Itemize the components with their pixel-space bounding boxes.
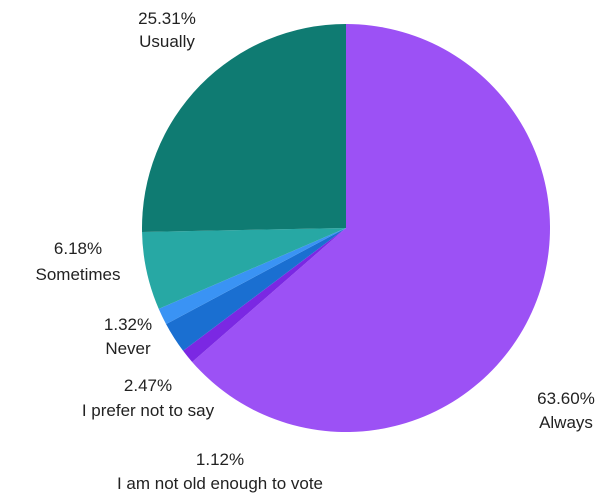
slice-value-never: 1.32% xyxy=(104,315,152,334)
slice-label-not-old-enough: 1.12% I am not old enough to vote xyxy=(117,450,323,493)
pie-slice-i-prefer-not-to-say xyxy=(166,228,346,351)
pie-slice-always xyxy=(192,24,551,433)
pie-slice-i-am-not-old-enough-to-vote xyxy=(183,228,346,362)
pie-slice-sometimes xyxy=(142,228,346,309)
slice-name-prefer-not-to-say: I prefer not to say xyxy=(82,401,215,420)
slice-value-always: 63.60% xyxy=(537,389,595,408)
pie-slices xyxy=(142,24,551,433)
slice-label-prefer-not-to-say: 2.47% I prefer not to say xyxy=(82,376,215,420)
slice-label-never: 1.32% Never xyxy=(104,315,152,358)
pie-slice-usually xyxy=(142,24,346,232)
slice-name-usually: Usually xyxy=(139,32,195,51)
slice-label-always: 63.60% Always xyxy=(537,389,595,432)
slice-value-prefer-not-to-say: 2.47% xyxy=(124,376,172,395)
slice-label-usually: 25.31% Usually xyxy=(138,9,196,51)
slice-name-never: Never xyxy=(105,339,151,358)
slice-label-sometimes: 6.18% Sometimes xyxy=(35,239,120,284)
slice-name-not-old-enough: I am not old enough to vote xyxy=(117,474,323,493)
slice-name-always: Always xyxy=(539,413,593,432)
slice-value-usually: 25.31% xyxy=(138,9,196,28)
slice-name-sometimes: Sometimes xyxy=(35,265,120,284)
slice-value-sometimes: 6.18% xyxy=(54,239,102,258)
pie-slice-never xyxy=(158,228,346,325)
slice-value-not-old-enough: 1.12% xyxy=(196,450,244,469)
